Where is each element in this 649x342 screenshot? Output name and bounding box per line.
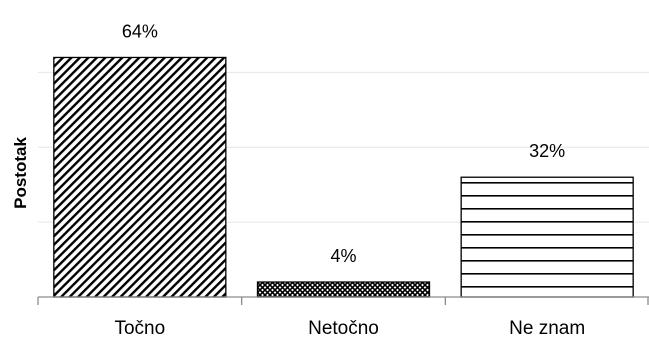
bar-0	[53, 56, 227, 298]
y-axis-title: Postotak	[11, 137, 30, 209]
data-label-0: 64%	[122, 21, 158, 41]
labels: 64% Točno 4% Netočno 32% Ne znam	[114, 21, 585, 339]
bar-1	[256, 281, 431, 298]
x-tick-label-1: Netočno	[308, 318, 379, 339]
x-tick-label-2: Ne znam	[509, 318, 585, 339]
bars	[53, 56, 634, 298]
data-label-2: 32%	[529, 141, 565, 161]
bar-2	[460, 176, 634, 298]
x-axis	[37, 296, 649, 305]
x-tick-label-0: Točno	[114, 318, 165, 339]
data-label-1: 4%	[330, 246, 356, 266]
